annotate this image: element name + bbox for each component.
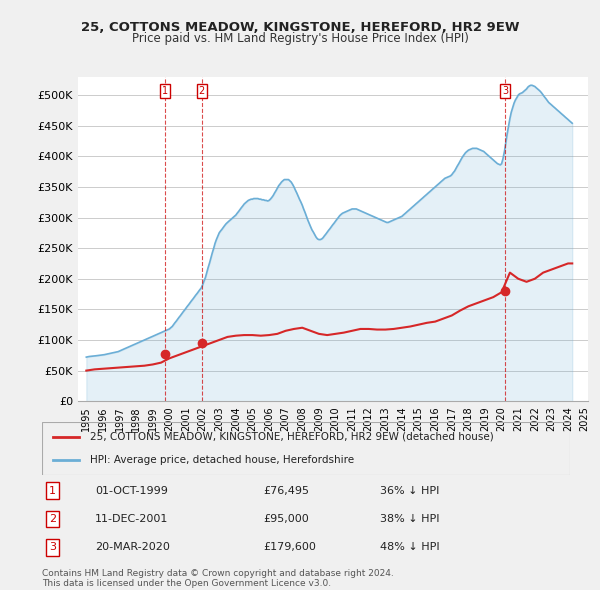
Text: 3: 3 [502, 86, 508, 96]
Text: 48% ↓ HPI: 48% ↓ HPI [380, 542, 440, 552]
Text: 2: 2 [49, 514, 56, 524]
Text: 38% ↓ HPI: 38% ↓ HPI [380, 514, 439, 524]
Text: HPI: Average price, detached house, Herefordshire: HPI: Average price, detached house, Here… [89, 455, 353, 465]
Text: 25, COTTONS MEADOW, KINGSTONE, HEREFORD, HR2 9EW: 25, COTTONS MEADOW, KINGSTONE, HEREFORD,… [81, 21, 519, 34]
Text: 1: 1 [49, 486, 56, 496]
Text: £76,495: £76,495 [264, 486, 310, 496]
Text: £179,600: £179,600 [264, 542, 317, 552]
Text: 25, COTTONS MEADOW, KINGSTONE, HEREFORD, HR2 9EW (detached house): 25, COTTONS MEADOW, KINGSTONE, HEREFORD,… [89, 432, 493, 442]
Text: This data is licensed under the Open Government Licence v3.0.: This data is licensed under the Open Gov… [42, 579, 331, 588]
Text: £95,000: £95,000 [264, 514, 310, 524]
Text: Contains HM Land Registry data © Crown copyright and database right 2024.: Contains HM Land Registry data © Crown c… [42, 569, 394, 578]
Text: 2: 2 [199, 86, 205, 96]
Text: 36% ↓ HPI: 36% ↓ HPI [380, 486, 439, 496]
Text: 3: 3 [49, 542, 56, 552]
Text: 11-DEC-2001: 11-DEC-2001 [95, 514, 168, 524]
Text: 01-OCT-1999: 01-OCT-1999 [95, 486, 167, 496]
Text: 20-MAR-2020: 20-MAR-2020 [95, 542, 170, 552]
Text: 1: 1 [162, 86, 168, 96]
Text: Price paid vs. HM Land Registry's House Price Index (HPI): Price paid vs. HM Land Registry's House … [131, 32, 469, 45]
